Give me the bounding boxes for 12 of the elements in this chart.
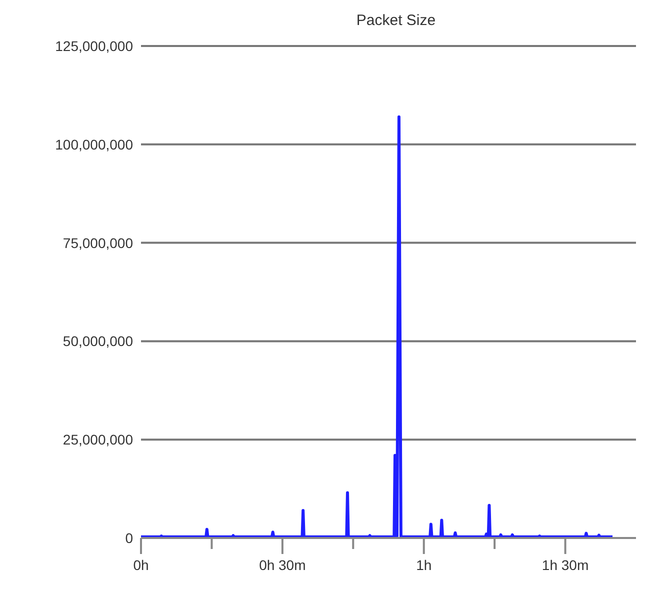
x-tick-label: 0h 30m [259,557,306,573]
chart-title: Packet Size [355,12,437,29]
x-tick-label: 1h [416,557,432,573]
y-tick-label: 75,000,000 [62,234,134,251]
y-tick-label: 25,000,000 [62,432,134,448]
y-tick-label: 0 [125,530,134,546]
y-tick-label: 50,000,000 [62,333,134,350]
y-tick-label: 125,000,000 [55,38,134,54]
y-tick-label: 100,000,000 [55,136,134,152]
x-tick-label: 0h [133,557,149,573]
line-series [141,115,614,538]
x-tick-label: 1h 30m [542,557,589,573]
